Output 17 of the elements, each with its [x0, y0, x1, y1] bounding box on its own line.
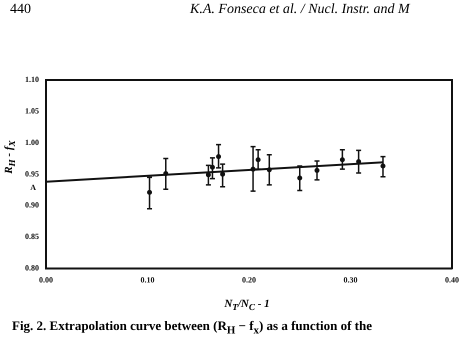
y-tick-label: 0.95 [25, 169, 39, 178]
x-tick-label: 0.00 [39, 275, 53, 284]
x-tick-label: 0.20 [242, 275, 256, 284]
x-axis-title: N$_{T}$/N$_{C}$ - 1 [223, 298, 271, 312]
annotation: A [30, 182, 36, 192]
text: 440 [10, 2, 31, 18]
y-tick-label: 1.00 [25, 138, 39, 147]
text: K.A. Fonseca et al. / Nucl. Instr. and M [190, 2, 410, 18]
x-tick-label: 0.30 [344, 275, 358, 284]
caption: Fig. 2. Extrapolation curve between (R$_{H}$ − f$_{x}$) as a function of the [12, 318, 372, 337]
y-tick-label: 1.05 [25, 106, 39, 116]
y-tick-label: 0.90 [25, 200, 39, 210]
y-tick-label: 1.10 [25, 75, 39, 84]
x-tick-label: 0.40 [445, 275, 459, 284]
x-tick-label: 0.10 [140, 275, 154, 284]
y-tick-label: 0.80 [25, 263, 39, 272]
y-tick-label: 0.85 [25, 232, 39, 242]
